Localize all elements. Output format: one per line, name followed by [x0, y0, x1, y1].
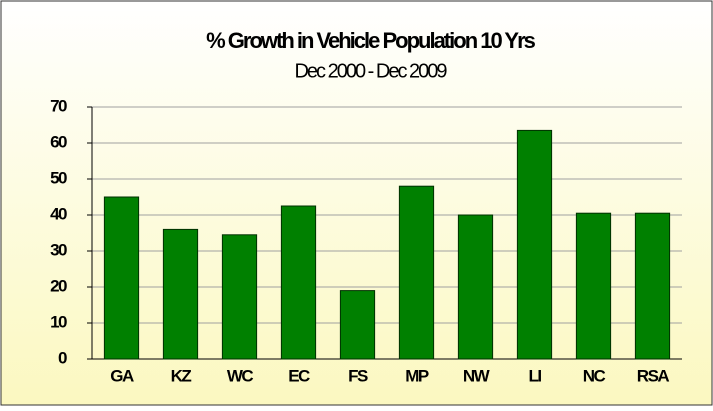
bar [221, 234, 258, 360]
y-tick-label: 30 [50, 240, 67, 259]
x-tick-label: KZ [171, 366, 192, 385]
y-tick-label: 0 [58, 348, 67, 367]
chart-title: % Growth in Vehicle Population 10 Yrs [206, 28, 536, 53]
bar [634, 212, 671, 360]
x-tick-label: EC [288, 366, 310, 385]
y-tick-label: 70 [50, 96, 67, 115]
x-tick-label: NC [583, 366, 606, 385]
bar [516, 129, 553, 360]
bar [162, 228, 199, 360]
bar [339, 290, 376, 360]
bar [103, 196, 140, 360]
x-tick-label: MP [405, 366, 429, 385]
x-tick-label: NW [463, 366, 491, 385]
y-tick-label: 40 [50, 204, 67, 223]
y-tick-label: 60 [50, 132, 67, 151]
bar [280, 205, 317, 360]
x-tick-label: WC [227, 366, 254, 385]
y-tick-label: 20 [50, 276, 67, 295]
x-tick-label: FS [348, 366, 368, 385]
y-tick-label: 50 [50, 168, 67, 187]
x-tick-label: RSA [637, 366, 670, 385]
bar [398, 185, 435, 360]
chart-subtitle: Dec 2000 - Dec 2009 [294, 60, 447, 82]
bar [575, 212, 612, 360]
x-tick-label: GA [110, 366, 134, 385]
bar [457, 214, 494, 360]
y-tick-label: 10 [50, 312, 67, 331]
x-tick-label: LI [528, 366, 541, 385]
